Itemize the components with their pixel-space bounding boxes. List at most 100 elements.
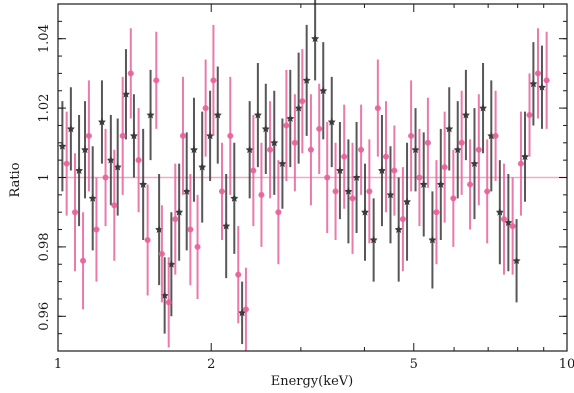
- data-point-star: [230, 194, 239, 202]
- data-point-star: [327, 117, 336, 126]
- data-point-circle: [72, 209, 79, 216]
- data-point-star: [261, 124, 270, 133]
- y-tick-label: 1.02: [37, 94, 52, 123]
- data-point-circle: [85, 132, 92, 139]
- data-point-circle: [93, 226, 100, 233]
- data-point-circle: [424, 139, 431, 146]
- data-point-star: [344, 187, 353, 195]
- data-point-circle: [467, 181, 474, 188]
- data-point-circle: [179, 132, 186, 139]
- data-point-circle: [144, 236, 151, 243]
- data-point-circle: [283, 122, 290, 129]
- data-point-star: [97, 117, 106, 126]
- data-point-circle: [307, 146, 314, 153]
- data-point-star: [361, 208, 369, 216]
- data-point-circle: [158, 250, 165, 257]
- data-point-circle: [441, 164, 448, 171]
- data-point-star: [253, 110, 262, 119]
- data-point-star: [146, 110, 155, 119]
- data-point-circle: [408, 132, 415, 139]
- series-1: [58, 0, 546, 345]
- data-point-star: [495, 208, 504, 216]
- data-point-circle: [349, 195, 356, 202]
- data-point-star: [352, 173, 361, 181]
- data-point-star: [245, 145, 254, 154]
- data-point-star: [75, 166, 84, 174]
- data-point-circle: [153, 77, 160, 84]
- data-point-star: [537, 83, 546, 91]
- data-point-star: [278, 159, 287, 168]
- data-point-star: [311, 34, 320, 43]
- data-point-circle: [517, 160, 524, 167]
- data-point-circle: [484, 188, 491, 195]
- data-point-circle: [187, 226, 194, 233]
- x-tick-label: 1: [54, 357, 62, 372]
- data-point-star: [294, 103, 303, 112]
- y-axis-title: Ratio: [8, 162, 23, 197]
- data-point-circle: [202, 105, 209, 112]
- data-point-circle: [475, 146, 482, 153]
- data-point-circle: [358, 146, 365, 153]
- data-point-star: [394, 225, 403, 233]
- data-point-circle: [492, 132, 499, 139]
- data-point-star: [411, 145, 420, 154]
- data-point-circle: [391, 167, 398, 174]
- data-point-circle: [543, 77, 550, 84]
- x-axis-title: Energy(keV): [271, 374, 354, 389]
- data-layer: [58, 0, 550, 351]
- data-point-circle: [374, 105, 381, 112]
- data-point-circle: [250, 167, 257, 174]
- data-point-circle: [119, 132, 126, 139]
- data-point-star: [113, 162, 122, 171]
- data-point-circle: [80, 257, 87, 264]
- data-point-star: [206, 131, 215, 140]
- data-point-circle: [275, 209, 282, 216]
- data-point-star: [270, 138, 279, 147]
- data-point-star: [139, 180, 148, 188]
- data-point-circle: [227, 132, 234, 139]
- y-tick-label: 0.98: [37, 232, 52, 261]
- data-point-circle: [235, 271, 242, 278]
- data-point-star: [504, 218, 513, 227]
- data-point-circle: [102, 174, 109, 181]
- data-point-star: [386, 190, 395, 199]
- data-point-circle: [63, 160, 70, 167]
- data-point-circle: [383, 153, 390, 160]
- x-tick-label: 10: [559, 357, 574, 372]
- data-point-star: [436, 180, 445, 188]
- data-point-circle: [316, 125, 323, 132]
- y-tick-label: 0.96: [37, 302, 52, 331]
- data-point-star: [182, 187, 191, 195]
- data-point-circle: [500, 216, 507, 223]
- data-point-star: [403, 197, 412, 206]
- axis-layer: 1 2 5 10 0.96 0.98 1 1.02 1.04: [37, 3, 574, 372]
- data-point-circle: [433, 209, 440, 216]
- x-tick-label: 2: [207, 357, 215, 372]
- data-point-star: [222, 221, 231, 230]
- data-point-circle: [258, 191, 265, 198]
- data-point-star: [190, 145, 198, 154]
- data-point-star: [88, 194, 97, 202]
- data-point-star: [461, 110, 470, 119]
- y-tick-label: 1.04: [37, 24, 52, 53]
- data-point-circle: [165, 299, 172, 306]
- data-point-circle: [366, 188, 373, 195]
- data-point-star: [369, 235, 378, 244]
- data-point-star: [419, 180, 428, 188]
- data-point-circle: [526, 112, 533, 119]
- data-point-circle: [509, 223, 516, 230]
- data-point-circle: [399, 216, 406, 223]
- data-point-star: [238, 308, 247, 317]
- data-point-circle: [267, 146, 274, 153]
- data-point-circle: [534, 70, 541, 77]
- data-point-star: [58, 142, 67, 150]
- data-point-circle: [210, 77, 217, 84]
- data-point-circle: [324, 174, 331, 181]
- data-point-circle: [332, 188, 339, 195]
- x-tick-label: 5: [410, 357, 418, 372]
- data-point-circle: [458, 139, 465, 146]
- data-point-star: [529, 79, 538, 88]
- data-point-circle: [416, 174, 423, 181]
- data-point-star: [121, 90, 130, 98]
